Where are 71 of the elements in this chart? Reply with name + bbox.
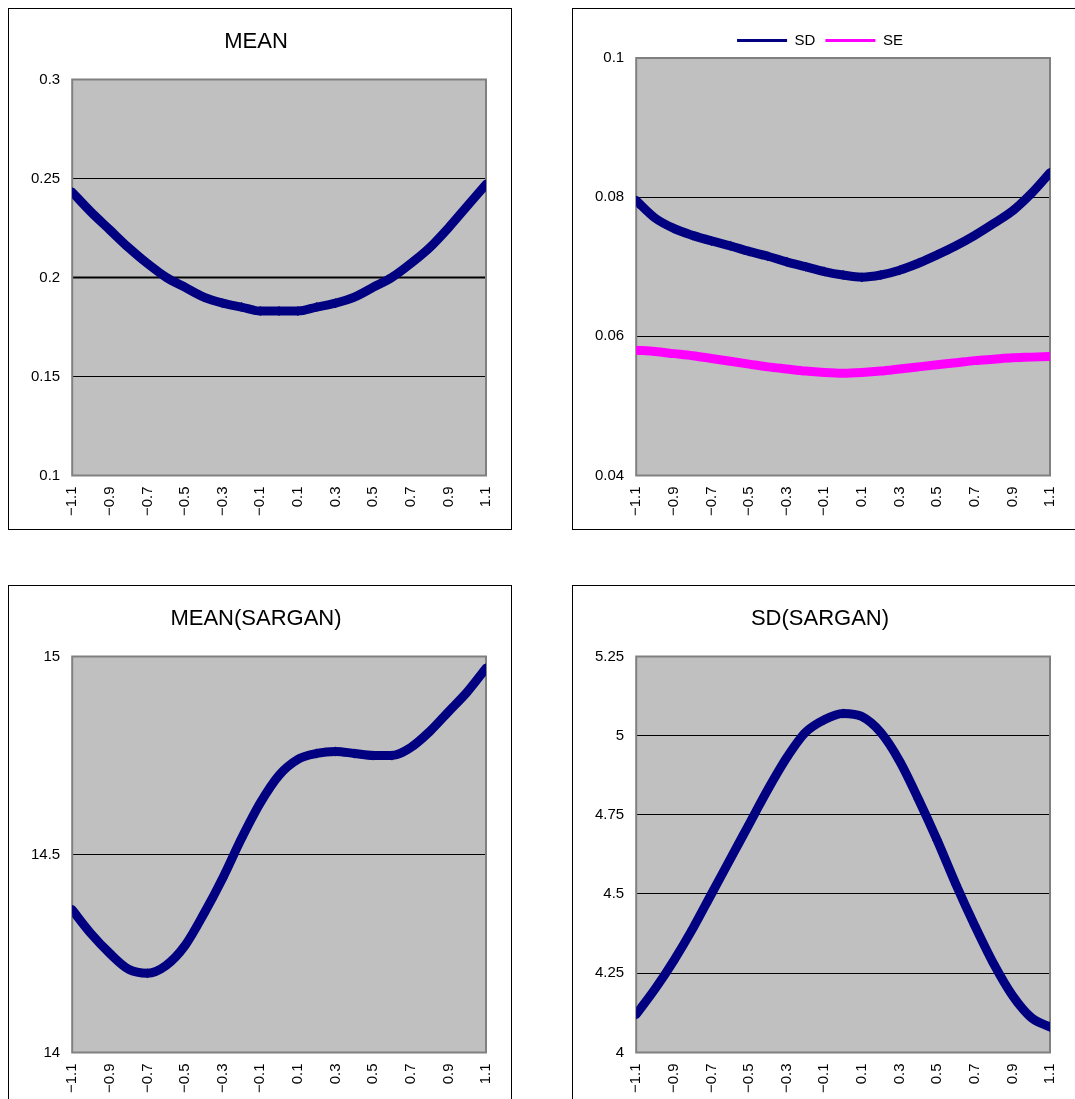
x-tick-label: −0.5 xyxy=(175,486,193,517)
y-tick-label: 4.75 xyxy=(594,804,625,822)
y-tick-label: 0.25 xyxy=(30,168,61,186)
x-tick-label: 1.1 xyxy=(1040,486,1058,508)
x-tick-label: −0.7 xyxy=(701,486,719,517)
x-tick-label: −1.1 xyxy=(62,1063,80,1094)
y-tick-label: 0.15 xyxy=(30,366,61,384)
x-tick-label: 0.3 xyxy=(325,1063,343,1085)
x-tick-label: 0.5 xyxy=(363,486,381,508)
x-tick-label: −0.3 xyxy=(776,486,794,517)
chart-title: MEAN(SARGAN) xyxy=(170,605,342,631)
y-tick-label: 4 xyxy=(615,1042,625,1060)
x-tick-label: 0.7 xyxy=(964,486,982,508)
x-tick-label: 0.7 xyxy=(964,1063,982,1085)
x-tick-label: −1.1 xyxy=(62,486,80,517)
x-tick-label: −0.5 xyxy=(739,1063,757,1094)
x-tick-label: 0.5 xyxy=(363,1063,381,1085)
y-tick-label: 0.08 xyxy=(594,187,625,205)
x-tick-label: −0.9 xyxy=(663,1063,681,1094)
y-tick-label: 14.5 xyxy=(30,844,61,862)
x-tick-label: 0.1 xyxy=(852,486,870,508)
x-tick-label: 1.1 xyxy=(1040,1063,1058,1085)
x-tick-label: 0.9 xyxy=(1002,1063,1020,1085)
x-tick-label: 0.9 xyxy=(438,486,456,508)
x-tick-label: 0.3 xyxy=(325,486,343,508)
legend-label: SD xyxy=(794,30,816,48)
x-tick-label: −0.9 xyxy=(99,1063,117,1094)
y-tick-label: 0.3 xyxy=(39,69,61,87)
y-tick-label: 0.2 xyxy=(39,267,61,285)
x-tick-label: −0.3 xyxy=(212,486,230,517)
y-tick-label: 14 xyxy=(43,1042,61,1060)
x-tick-label: 0.7 xyxy=(400,1063,418,1085)
x-tick-label: 0.1 xyxy=(288,486,306,508)
x-tick-label: 0.9 xyxy=(1002,486,1020,508)
x-tick-label: 0.1 xyxy=(852,1063,870,1085)
y-tick-label: 4.5 xyxy=(603,884,625,902)
y-tick-label: 15 xyxy=(43,646,61,664)
chart-title: MEAN xyxy=(224,28,288,54)
x-tick-label: −0.1 xyxy=(250,1063,268,1094)
x-tick-label: 0.3 xyxy=(889,486,907,508)
x-tick-label: −0.5 xyxy=(175,1063,193,1094)
x-tick-label: −0.1 xyxy=(814,486,832,517)
chart-title: SD(SARGAN) xyxy=(750,605,890,631)
y-tick-label: 0.06 xyxy=(594,326,625,344)
x-tick-label: −0.7 xyxy=(701,1063,719,1094)
x-tick-label: 1.1 xyxy=(476,1063,494,1085)
x-tick-label: −0.9 xyxy=(99,486,117,517)
y-tick-label: 5 xyxy=(615,725,625,743)
y-tick-label: 0.1 xyxy=(603,48,625,66)
x-tick-label: −0.1 xyxy=(250,486,268,517)
legend-label: SE xyxy=(882,30,903,48)
x-tick-label: −0.5 xyxy=(739,486,757,517)
y-tick-label: 4.25 xyxy=(594,963,625,981)
x-tick-label: −0.9 xyxy=(663,486,681,517)
y-tick-label: 0.1 xyxy=(39,465,61,483)
x-tick-label: 0.9 xyxy=(438,1063,456,1085)
x-tick-label: −0.1 xyxy=(814,1063,832,1094)
x-tick-label: −0.3 xyxy=(212,1063,230,1094)
x-tick-label: 0.5 xyxy=(927,1063,945,1085)
x-tick-label: −1.1 xyxy=(626,1063,644,1094)
x-tick-label: 0.3 xyxy=(889,1063,907,1085)
x-tick-label: −1.1 xyxy=(626,486,644,517)
x-tick-label: −0.7 xyxy=(137,486,155,517)
x-tick-label: −0.3 xyxy=(776,1063,794,1094)
x-tick-label: 0.1 xyxy=(288,1063,306,1085)
y-tick-label: 5.25 xyxy=(594,646,625,664)
y-tick-label: 0.04 xyxy=(594,465,625,483)
x-tick-label: 0.7 xyxy=(400,486,418,508)
x-tick-label: 1.1 xyxy=(476,486,494,508)
x-tick-label: 0.5 xyxy=(927,486,945,508)
x-tick-label: −0.7 xyxy=(137,1063,155,1094)
